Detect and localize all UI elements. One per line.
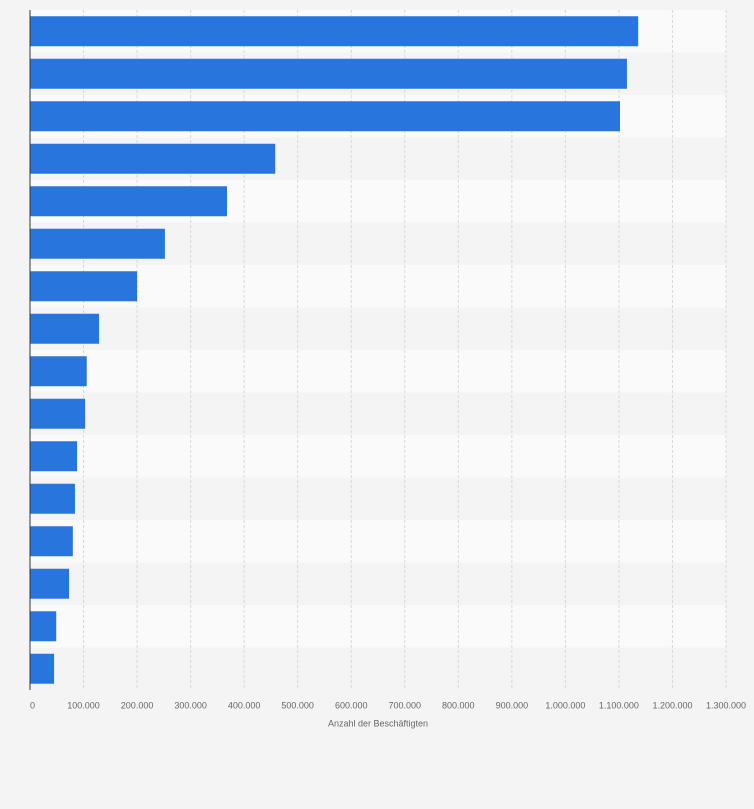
row-band [30,605,726,648]
x-tick-label: 600.000 [335,700,368,710]
x-tick-label: 0 [30,700,35,710]
bar [30,441,78,472]
bar [30,186,228,217]
x-tick-label: 1.100.000 [599,700,639,710]
x-tick-label: 500.000 [281,700,314,710]
row-band [30,435,726,478]
bar [30,271,138,302]
x-tick-label: 200.000 [121,700,154,710]
x-tick-label: 1.300.000 [706,700,746,710]
row-band [30,350,726,393]
row-band [30,477,726,520]
row-band [30,562,726,605]
row-band [30,265,726,308]
x-tick-label: 1.000.000 [545,700,585,710]
bar [30,143,276,174]
x-tick-label: 800.000 [442,700,475,710]
row-band [30,392,726,435]
bar [30,101,620,132]
x-tick-label: 1.200.000 [652,700,692,710]
x-axis-title: Anzahl der Beschäftigten [328,718,428,728]
x-tick-label: 300.000 [174,700,207,710]
bar [30,58,627,89]
bar [30,398,86,429]
x-tick-label: 900.000 [496,700,529,710]
bar [30,526,73,557]
bar [30,611,57,642]
bar [30,483,75,514]
row-band [30,647,726,690]
bar [30,356,87,387]
x-tick-label: 700.000 [388,700,421,710]
bar [30,228,165,259]
row-band [30,307,726,350]
bar [30,653,55,684]
bar [30,313,100,344]
row-band [30,520,726,563]
bar [30,568,70,599]
bar [30,16,639,47]
x-tick-label: 400.000 [228,700,261,710]
x-tick-label: 100.000 [67,700,100,710]
